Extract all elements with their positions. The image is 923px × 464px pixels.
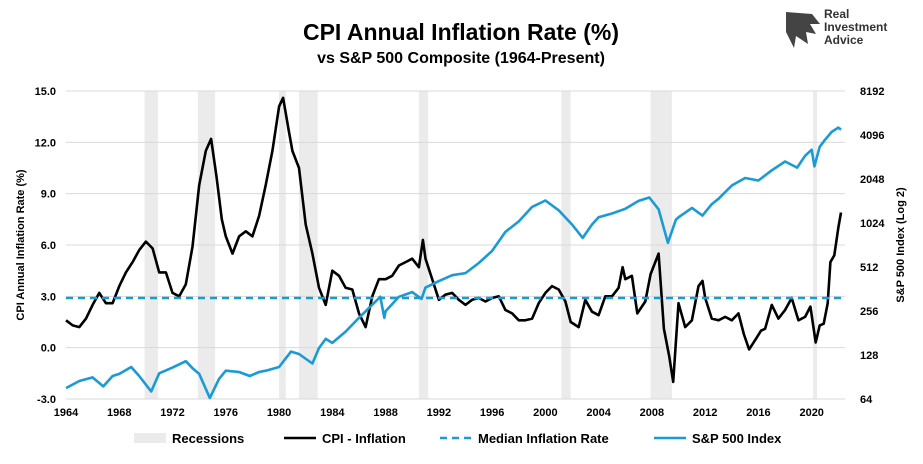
x-tick-label-0: 1964 [54, 407, 79, 419]
legend-label-2: Median Inflation Rate [478, 431, 609, 446]
y2-tick-label-0: 64 [860, 394, 873, 406]
y-axis-title-right: S&P 500 Index (Log 2) [895, 187, 907, 303]
y-tick-label-4: 9.0 [41, 189, 56, 201]
x-tick-label-13: 2016 [746, 407, 770, 419]
x-tick-label-11: 2008 [640, 407, 664, 419]
legend-swatch-recessions [134, 433, 166, 443]
y2-tick-label-6: 4096 [860, 130, 884, 142]
brand-logo: Real Investment Advice [786, 7, 887, 48]
x-tick-label-10: 2004 [586, 407, 611, 419]
x-tick-label-12: 2012 [693, 407, 717, 419]
x-tick-label-4: 1980 [267, 407, 291, 419]
y2-tick-label-1: 128 [860, 350, 878, 362]
y2-tick-label-5: 2048 [860, 174, 884, 186]
y-tick-label-1: 0.0 [41, 343, 56, 355]
y-tick-label-6: 15.0 [35, 86, 56, 98]
x-tick-label-3: 1976 [214, 407, 238, 419]
y-tick-label-3: 6.0 [41, 240, 56, 252]
x-tick-label-6: 1988 [373, 407, 397, 419]
x-tick-label-8: 1996 [480, 407, 504, 419]
legend-label-0: Recessions [172, 431, 244, 446]
x-tick-label-5: 1984 [320, 407, 345, 419]
y-tick-label-2: 3.0 [41, 291, 56, 303]
y-axis-right: 64 128 256 512 1024 2048 4096 8192 [860, 86, 885, 406]
legend-label-1: CPI - Inflation [322, 431, 406, 446]
x-tick-label-9: 2000 [533, 407, 557, 419]
y-tick-label-0: -3.0 [37, 394, 56, 406]
eagle-icon [786, 12, 820, 48]
x-tick-label-7: 1992 [427, 407, 451, 419]
logo-line-1: Real [824, 7, 849, 21]
x-tick-label-1: 1968 [107, 407, 131, 419]
y2-tick-label-3: 512 [860, 262, 878, 274]
x-tick-label-2: 1972 [160, 407, 184, 419]
series-sp500-line [65, 126, 842, 400]
logo-line-3: Advice [824, 33, 864, 47]
chart-subtitle: vs S&P 500 Composite (1964-Present) [317, 50, 605, 67]
logo-line-2: Investment [824, 20, 887, 34]
y2-tick-label-4: 1024 [860, 218, 885, 230]
y2-tick-label-2: 256 [860, 306, 878, 318]
chart-title: CPI Annual Inflation Rate (%) [303, 19, 619, 45]
y-tick-label-5: 12.0 [35, 137, 56, 149]
x-tick-label-14: 2020 [799, 407, 823, 419]
series-cpi-line [65, 96, 843, 384]
y-axis-left: -3.0 0.0 3.0 6.0 9.0 12.0 15.0 [35, 86, 56, 406]
y2-tick-label-7: 8192 [860, 86, 884, 98]
legend: Recessions CPI - Inflation Median Inflatio… [134, 431, 782, 446]
plot-area [65, 90, 845, 400]
x-axis: 1964 1968 1972 1976 1980 1984 1988 1992 1996 2000… [54, 407, 824, 419]
y-axis-title-left: CPI Annual Inflation Rate (%) [15, 169, 27, 320]
legend-label-3: S&P 500 Index [692, 431, 782, 446]
